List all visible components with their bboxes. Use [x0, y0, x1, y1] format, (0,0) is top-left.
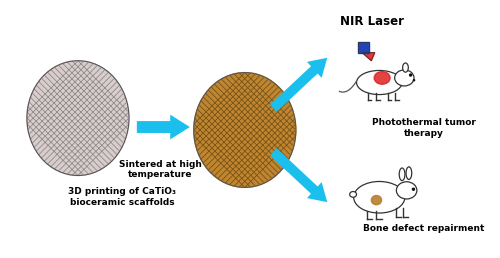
Ellipse shape [399, 168, 405, 181]
Text: Sintered at high
temperature: Sintered at high temperature [119, 160, 202, 179]
Polygon shape [358, 42, 369, 53]
Ellipse shape [394, 70, 414, 86]
FancyArrow shape [137, 115, 190, 139]
Text: Photothermal tumor
therapy: Photothermal tumor therapy [372, 118, 476, 138]
Ellipse shape [194, 72, 296, 187]
Text: NIR Laser: NIR Laser [340, 15, 404, 28]
Ellipse shape [356, 70, 402, 94]
FancyArrow shape [270, 58, 328, 112]
Ellipse shape [412, 188, 414, 190]
Ellipse shape [406, 167, 411, 180]
Ellipse shape [27, 61, 129, 175]
Ellipse shape [410, 74, 412, 76]
Ellipse shape [396, 182, 417, 199]
Text: Bone defect repairment: Bone defect repairment [363, 224, 484, 233]
Ellipse shape [374, 72, 390, 84]
Text: 3D printing of CaTiO₃
bioceramic scaffolds: 3D printing of CaTiO₃ bioceramic scaffol… [68, 187, 176, 207]
FancyArrow shape [270, 148, 328, 202]
Ellipse shape [402, 63, 408, 72]
Ellipse shape [372, 196, 382, 205]
Ellipse shape [350, 191, 356, 197]
Ellipse shape [354, 181, 405, 213]
Polygon shape [362, 53, 374, 61]
